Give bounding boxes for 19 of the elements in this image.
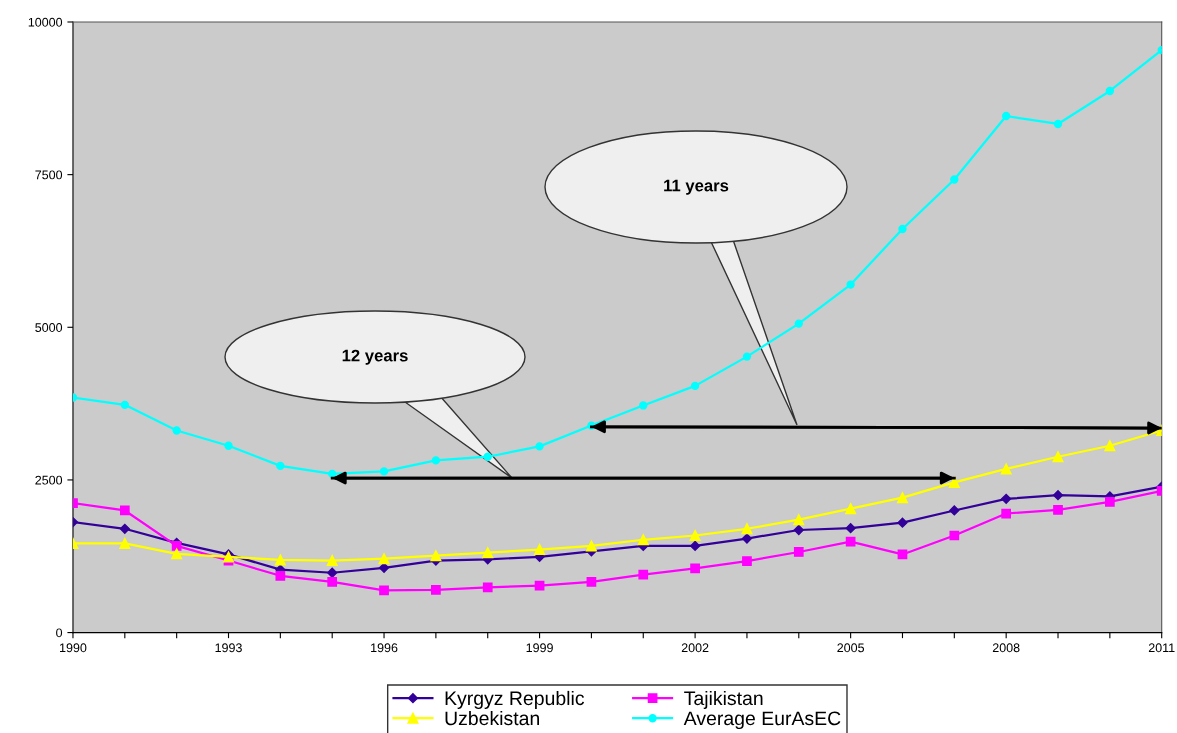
x-tick-label: 2005: [837, 643, 865, 653]
annotation: 12 years: [342, 349, 408, 365]
y-tick-label: 2500: [35, 475, 63, 485]
x-tick-label: 1999: [526, 643, 553, 653]
legend-label: Uzbekistan: [445, 710, 539, 726]
y-tick-label: 0: [56, 628, 63, 638]
x-tick-label: 1996: [371, 643, 398, 653]
legend-label: Average EurAsEC: [683, 711, 841, 730]
x-tick-label: 2002: [681, 643, 709, 653]
x-tick-label: 1990: [60, 643, 87, 653]
legend-label: Tajikistan: [684, 690, 763, 709]
legend-label: Kyrgyz Republic: [445, 690, 585, 709]
y-tick-label: 5000: [35, 323, 63, 332]
y-tick-label: 10000: [28, 17, 63, 27]
x-tick-label: 2011: [1148, 643, 1175, 653]
annotation: 11 years: [664, 179, 729, 195]
x-tick-label: 2008: [992, 643, 1020, 653]
y-tick-label: 7500: [35, 170, 63, 180]
x-tick-label: 1993: [215, 643, 242, 653]
